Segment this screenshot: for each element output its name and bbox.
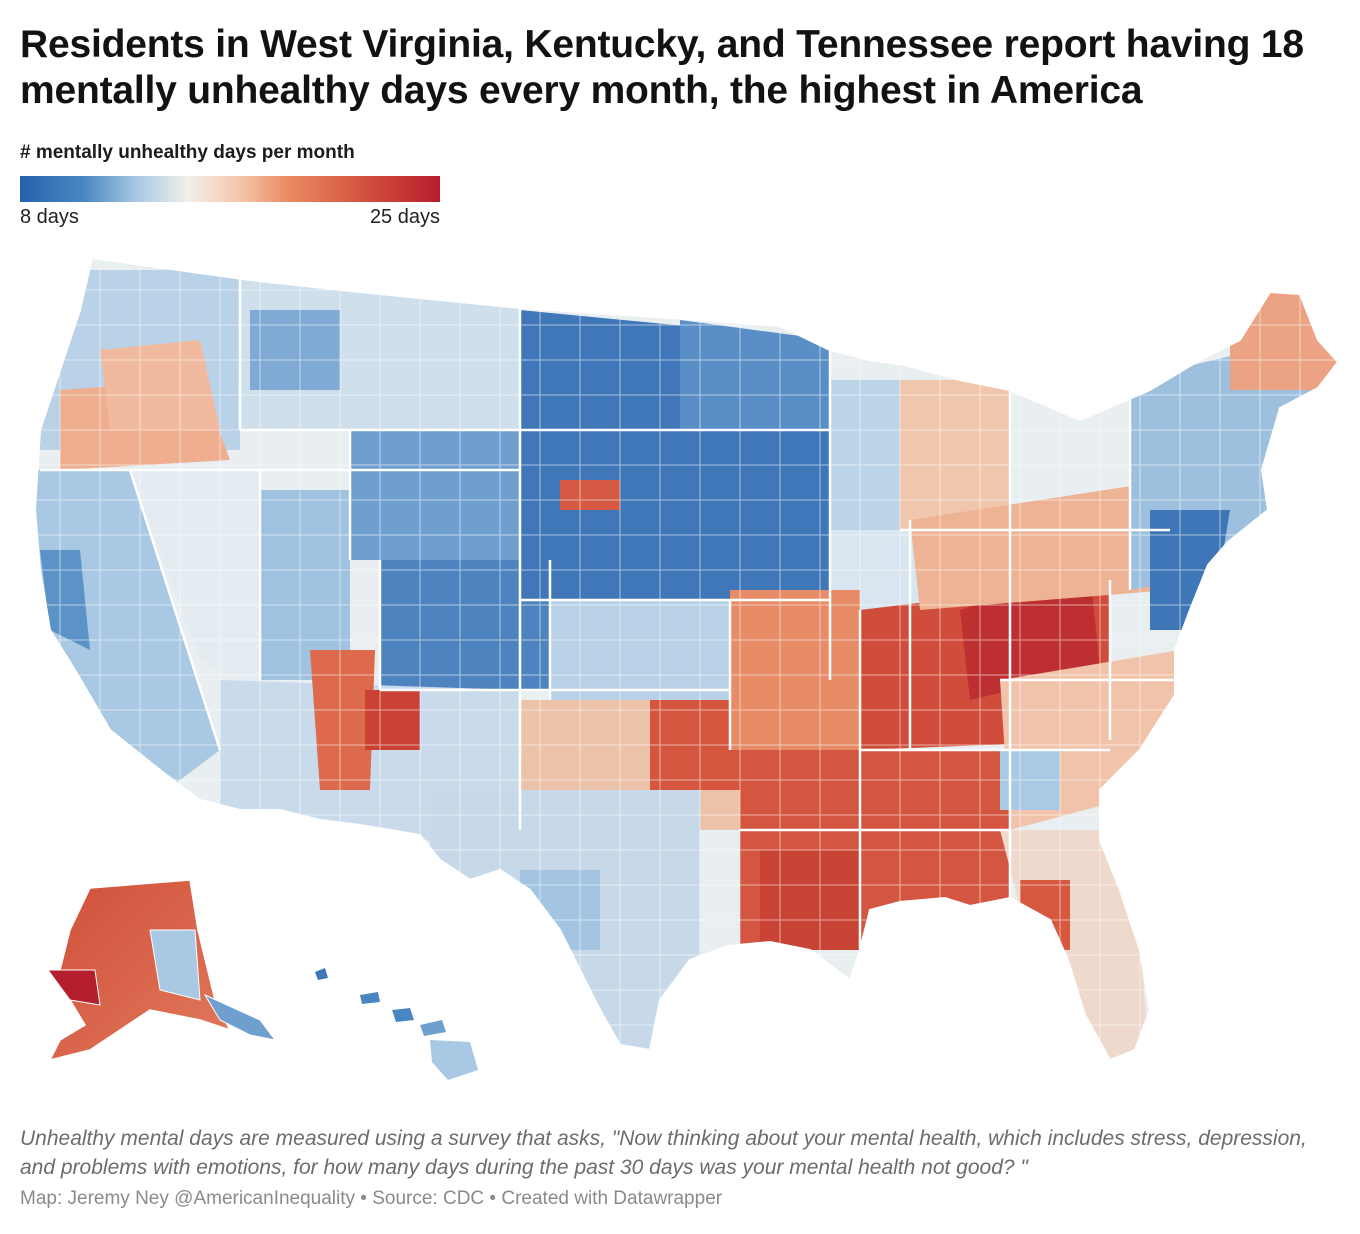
legend-labels: 8 days 25 days (20, 206, 440, 232)
legend-color-scale (20, 176, 440, 202)
legend-min-label: 8 days (20, 206, 79, 228)
source-credit: Map: Jeremy Ney @AmericanInequality • So… (20, 1188, 723, 1209)
legend-title: # mentally unhealthy days per month (20, 142, 355, 163)
chart-title: Residents in West Virginia, Kentucky, an… (20, 23, 1304, 112)
us-map-svg (33, 256, 1340, 1080)
us-outline (33, 256, 1340, 1062)
color-legend: # mentally unhealthy days per month 8 da… (20, 142, 440, 232)
hawaii-counties (315, 968, 478, 1080)
legend-max-label: 25 days (369, 206, 440, 228)
alaska-counties (47, 879, 277, 1062)
county-choropleth-map[interactable] (0, 230, 1360, 1090)
methodology-note: Unhealthy mental days are measured using… (20, 1127, 1307, 1179)
